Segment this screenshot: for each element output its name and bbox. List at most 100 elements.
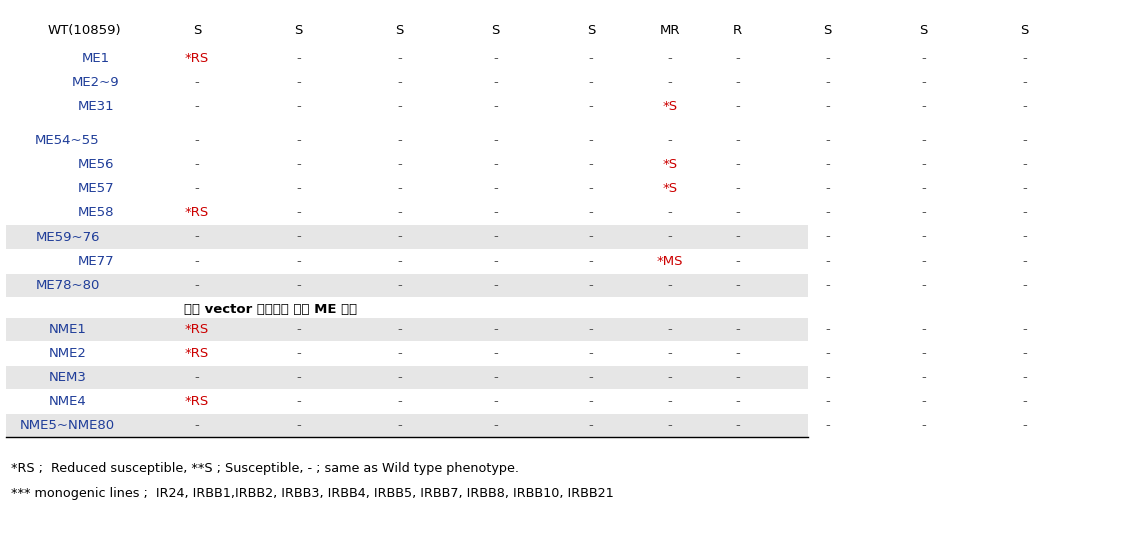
Text: NME2: NME2 — [48, 347, 87, 360]
Text: -: - — [668, 230, 672, 244]
Text: 다른 vector 사용하여 만든 ME 균주: 다른 vector 사용하여 만든 ME 균주 — [184, 302, 357, 316]
Text: -: - — [397, 76, 402, 89]
Text: -: - — [493, 419, 498, 432]
Text: -: - — [1022, 419, 1027, 432]
Text: ME54~55: ME54~55 — [35, 134, 100, 148]
Text: -: - — [589, 371, 593, 384]
Text: -: - — [668, 395, 672, 408]
Text: -: - — [1022, 254, 1027, 268]
Text: -: - — [1022, 230, 1027, 244]
Text: *RS ;  Reduced susceptible, **S ; Susceptible, - ; same as Wild type phenotype.: *RS ; Reduced susceptible, **S ; Suscept… — [11, 462, 519, 476]
Text: -: - — [825, 206, 830, 220]
Text: -: - — [921, 395, 926, 408]
Text: WT(10859): WT(10859) — [47, 24, 122, 37]
Text: NME4: NME4 — [48, 395, 87, 408]
Text: -: - — [921, 254, 926, 268]
Text: -: - — [735, 52, 740, 65]
Text: -: - — [735, 134, 740, 148]
Text: -: - — [589, 419, 593, 432]
Text: ME56: ME56 — [78, 158, 114, 172]
Text: -: - — [195, 100, 199, 113]
Text: -: - — [668, 76, 672, 89]
Text: -: - — [1022, 371, 1027, 384]
Text: -: - — [397, 100, 402, 113]
Text: -: - — [296, 323, 301, 336]
Text: -: - — [195, 278, 199, 292]
Text: -: - — [1022, 158, 1027, 172]
Text: -: - — [921, 278, 926, 292]
Text: -: - — [825, 52, 830, 65]
Text: -: - — [825, 230, 830, 244]
Text: -: - — [921, 347, 926, 360]
Text: -: - — [735, 278, 740, 292]
Text: *RS: *RS — [185, 395, 209, 408]
Text: -: - — [296, 347, 301, 360]
Text: -: - — [921, 323, 926, 336]
Text: S: S — [587, 24, 596, 37]
Text: -: - — [397, 278, 402, 292]
Text: -: - — [493, 278, 498, 292]
Text: -: - — [493, 323, 498, 336]
Text: -: - — [589, 278, 593, 292]
Text: -: - — [397, 52, 402, 65]
Text: -: - — [668, 52, 672, 65]
Text: -: - — [589, 52, 593, 65]
Text: -: - — [296, 371, 301, 384]
Text: -: - — [589, 395, 593, 408]
Text: -: - — [921, 52, 926, 65]
Text: ME78~80: ME78~80 — [35, 278, 100, 292]
Text: -: - — [825, 182, 830, 196]
Text: -: - — [921, 76, 926, 89]
Text: R: R — [733, 24, 742, 37]
Text: -: - — [589, 76, 593, 89]
Text: -: - — [825, 371, 830, 384]
Text: NEM3: NEM3 — [48, 371, 87, 384]
Text: NME1: NME1 — [48, 323, 87, 336]
Text: -: - — [493, 206, 498, 220]
Text: -: - — [668, 323, 672, 336]
Text: -: - — [1022, 278, 1027, 292]
Text: -: - — [589, 158, 593, 172]
Text: -: - — [921, 419, 926, 432]
Text: -: - — [921, 182, 926, 196]
Text: -: - — [493, 347, 498, 360]
Text: -: - — [296, 254, 301, 268]
Text: -: - — [589, 182, 593, 196]
Text: -: - — [493, 395, 498, 408]
Text: -: - — [1022, 76, 1027, 89]
Text: -: - — [195, 371, 199, 384]
Text: -: - — [397, 182, 402, 196]
Text: -: - — [1022, 323, 1027, 336]
Text: MR: MR — [660, 24, 680, 37]
Text: -: - — [296, 395, 301, 408]
Text: -: - — [1022, 100, 1027, 113]
Text: NME5~NME80: NME5~NME80 — [20, 419, 115, 432]
Text: ME77: ME77 — [78, 254, 114, 268]
Text: -: - — [493, 100, 498, 113]
Text: -: - — [825, 278, 830, 292]
Text: -: - — [296, 100, 301, 113]
Text: -: - — [1022, 347, 1027, 360]
Text: -: - — [1022, 52, 1027, 65]
Text: -: - — [397, 158, 402, 172]
Text: -: - — [296, 206, 301, 220]
FancyBboxPatch shape — [6, 318, 808, 341]
Text: -: - — [195, 76, 199, 89]
Text: -: - — [735, 323, 740, 336]
Text: -: - — [493, 52, 498, 65]
Text: -: - — [589, 206, 593, 220]
Text: -: - — [921, 230, 926, 244]
Text: -: - — [589, 347, 593, 360]
Text: -: - — [735, 76, 740, 89]
Text: *S: *S — [662, 182, 678, 196]
Text: *RS: *RS — [185, 347, 209, 360]
Text: -: - — [296, 158, 301, 172]
Text: *MS: *MS — [656, 254, 683, 268]
FancyBboxPatch shape — [6, 414, 808, 437]
Text: -: - — [493, 230, 498, 244]
Text: -: - — [493, 182, 498, 196]
Text: -: - — [1022, 182, 1027, 196]
Text: -: - — [825, 395, 830, 408]
Text: -: - — [397, 134, 402, 148]
Text: -: - — [921, 206, 926, 220]
